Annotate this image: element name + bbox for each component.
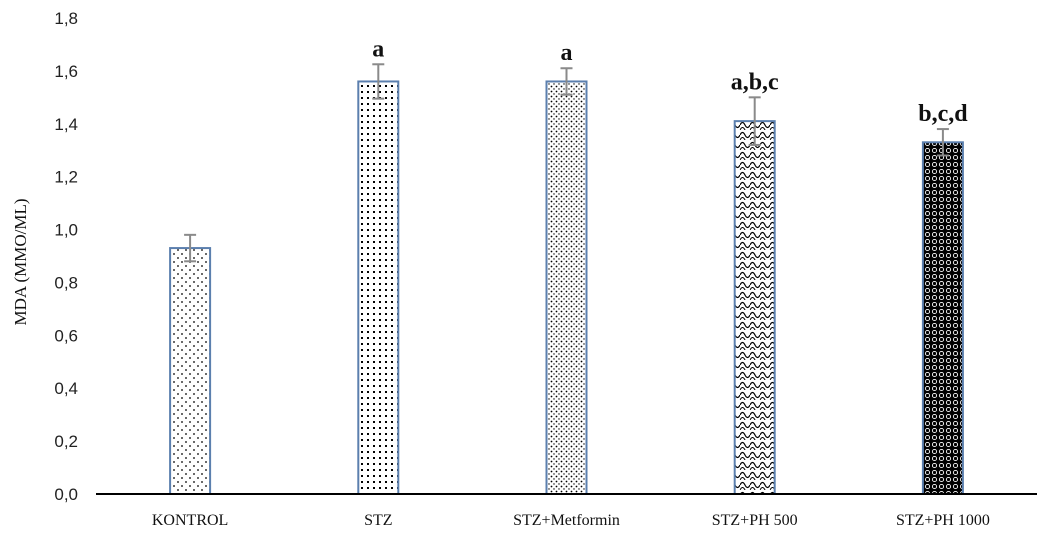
y-tick-label: 0,2 xyxy=(54,432,78,451)
error-bars-group xyxy=(184,63,949,263)
y-tick-label: 1,8 xyxy=(54,9,78,28)
error-bar xyxy=(748,96,761,146)
y-tick-label: 0,8 xyxy=(54,273,78,292)
y-tick-label: 0,6 xyxy=(54,326,78,345)
x-category-label: STZ xyxy=(364,512,392,529)
y-tick-label: 0,0 xyxy=(54,485,78,504)
significance-labels-group: a a a,b,c b,c,d xyxy=(372,36,968,127)
y-tick-label: 1,4 xyxy=(54,115,78,134)
error-bar xyxy=(184,233,197,263)
x-category-label: STZ+Metformin xyxy=(513,512,620,529)
bar xyxy=(357,80,400,495)
y-tick-label: 1,2 xyxy=(54,168,78,187)
error-bar xyxy=(936,128,949,157)
significance-label: b,c,d xyxy=(918,101,968,127)
y-axis-tick-labels: 0,0 0,2 0,4 0,6 0,8 1,0 1,2 1,4 1,6 1,8 xyxy=(54,9,78,504)
significance-label: a xyxy=(561,40,573,66)
significance-label: a,b,c xyxy=(731,69,779,95)
bar xyxy=(169,247,212,495)
error-bar xyxy=(560,67,573,96)
y-axis-title: MDA (MMO/ML) xyxy=(11,198,30,325)
x-category-label: STZ+PH 500 xyxy=(712,512,798,529)
x-category-label: KONTROL xyxy=(152,512,228,529)
bar xyxy=(545,80,588,495)
y-tick-label: 1,0 xyxy=(54,221,78,240)
bar xyxy=(733,120,776,495)
x-axis-category-labels: KONTROL STZ STZ+Metformin STZ+PH 500 STZ+PH … xyxy=(152,512,990,529)
bar xyxy=(921,141,964,496)
y-tick-label: 1,6 xyxy=(54,62,78,81)
y-tick-label: 0,4 xyxy=(54,379,78,398)
error-bar xyxy=(372,63,385,100)
bars-group xyxy=(169,80,964,496)
x-category-label: STZ+PH 1000 xyxy=(896,512,990,529)
significance-label: a xyxy=(372,36,384,62)
